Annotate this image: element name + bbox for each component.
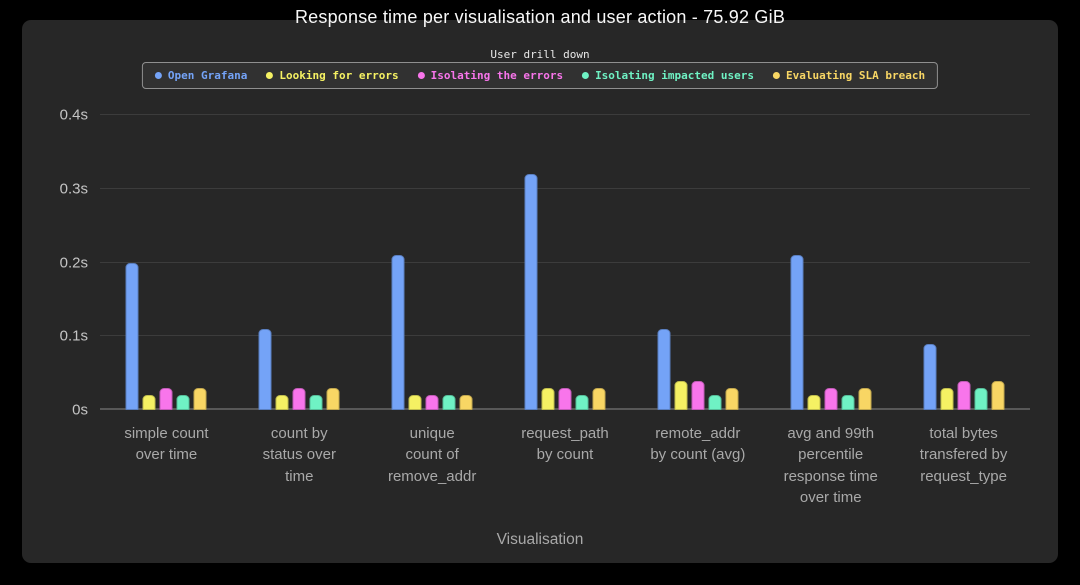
bar xyxy=(841,395,855,410)
bar xyxy=(974,387,988,410)
bar xyxy=(691,380,705,410)
bar xyxy=(940,387,954,410)
legend-item-label: Open Grafana xyxy=(167,69,248,82)
bar xyxy=(176,395,190,410)
bar xyxy=(275,395,289,410)
bar xyxy=(309,395,323,410)
bar xyxy=(425,395,439,410)
bar xyxy=(292,387,306,410)
legend-dot-icon xyxy=(773,72,781,79)
legend-item-label: Isolating the errors xyxy=(430,69,564,82)
legend-title: User drill down xyxy=(490,48,590,61)
bar xyxy=(391,255,405,410)
bar xyxy=(657,329,671,410)
bar xyxy=(807,395,821,410)
bar xyxy=(159,387,173,410)
legend-box: Open Grafana Looking for errors Isolating … xyxy=(141,62,939,89)
y-tick-label: 0.4s xyxy=(59,106,88,124)
bar xyxy=(459,395,473,410)
x-category-label: request_path by count xyxy=(521,425,609,464)
bar-group xyxy=(125,86,207,410)
gridline xyxy=(100,335,1030,337)
bar xyxy=(923,343,937,410)
gridline xyxy=(100,188,1030,190)
bar xyxy=(674,380,688,410)
gridline xyxy=(100,261,1030,263)
x-category-label: simple count over time xyxy=(124,425,209,464)
x-category-label: count by status over time xyxy=(262,425,336,485)
legend-item: Isolating impacted users xyxy=(582,69,754,82)
bar xyxy=(258,329,272,410)
plot-area: 0s 0.1s 0.2s 0.3s 0.4s simple count over time c… xyxy=(60,86,1030,506)
bar xyxy=(541,387,555,410)
bar xyxy=(524,174,538,410)
bar xyxy=(558,387,572,410)
bar xyxy=(125,262,139,410)
legend-dot-icon xyxy=(154,72,162,79)
legend-item: Isolating the errors xyxy=(417,69,564,82)
legend-item-label: Evaluating SLA breach xyxy=(786,69,926,82)
x-category-label: remote_addr by count (avg) xyxy=(650,425,746,464)
chart-panel: User drill down Open Grafana Looking for … xyxy=(22,20,1058,563)
bar xyxy=(142,395,156,410)
bar-group xyxy=(790,86,872,410)
y-tick-label: 0s xyxy=(72,401,88,419)
gridline xyxy=(100,114,1030,116)
legend-item: Open Grafana xyxy=(154,69,248,82)
bar xyxy=(991,380,1005,410)
legend-item-label: Isolating impacted users xyxy=(595,69,755,82)
legend-item: Evaluating SLA breach xyxy=(773,69,925,82)
bar xyxy=(442,395,456,410)
bar xyxy=(824,387,838,410)
x-category-label: unique count of remove_addr xyxy=(387,425,477,485)
x-category-label: avg and 99th percentile response time over … xyxy=(783,425,878,506)
bar xyxy=(957,380,971,410)
bar xyxy=(408,395,422,410)
legend-item-label: Looking for errors xyxy=(279,69,399,82)
bar xyxy=(592,387,606,410)
bar-group xyxy=(391,86,473,410)
chart-title: Response time per visualisation and user… xyxy=(294,7,786,27)
bar xyxy=(790,255,804,410)
legend-dot-icon xyxy=(417,72,425,79)
y-tick-label: 0.1s xyxy=(59,327,88,345)
y-tick-label: 0.3s xyxy=(59,180,88,198)
bar xyxy=(858,387,872,410)
legend-item: Looking for errors xyxy=(266,69,399,82)
legend: User drill down Open Grafana Looking for … xyxy=(141,48,939,89)
legend-dot-icon xyxy=(266,72,274,79)
bar-group xyxy=(923,86,1005,410)
bar xyxy=(725,387,739,410)
x-axis-title: Visualisation xyxy=(496,531,584,548)
bar-group xyxy=(258,86,340,410)
bar xyxy=(193,387,207,410)
x-category-label: total bytes transfered by request_type xyxy=(919,425,1008,485)
bar-group xyxy=(657,86,739,410)
y-tick-label: 0.2s xyxy=(59,254,88,272)
bar xyxy=(575,395,589,410)
legend-dot-icon xyxy=(582,72,590,79)
bar xyxy=(326,387,340,410)
bar xyxy=(708,395,722,410)
bar-group xyxy=(524,86,606,410)
